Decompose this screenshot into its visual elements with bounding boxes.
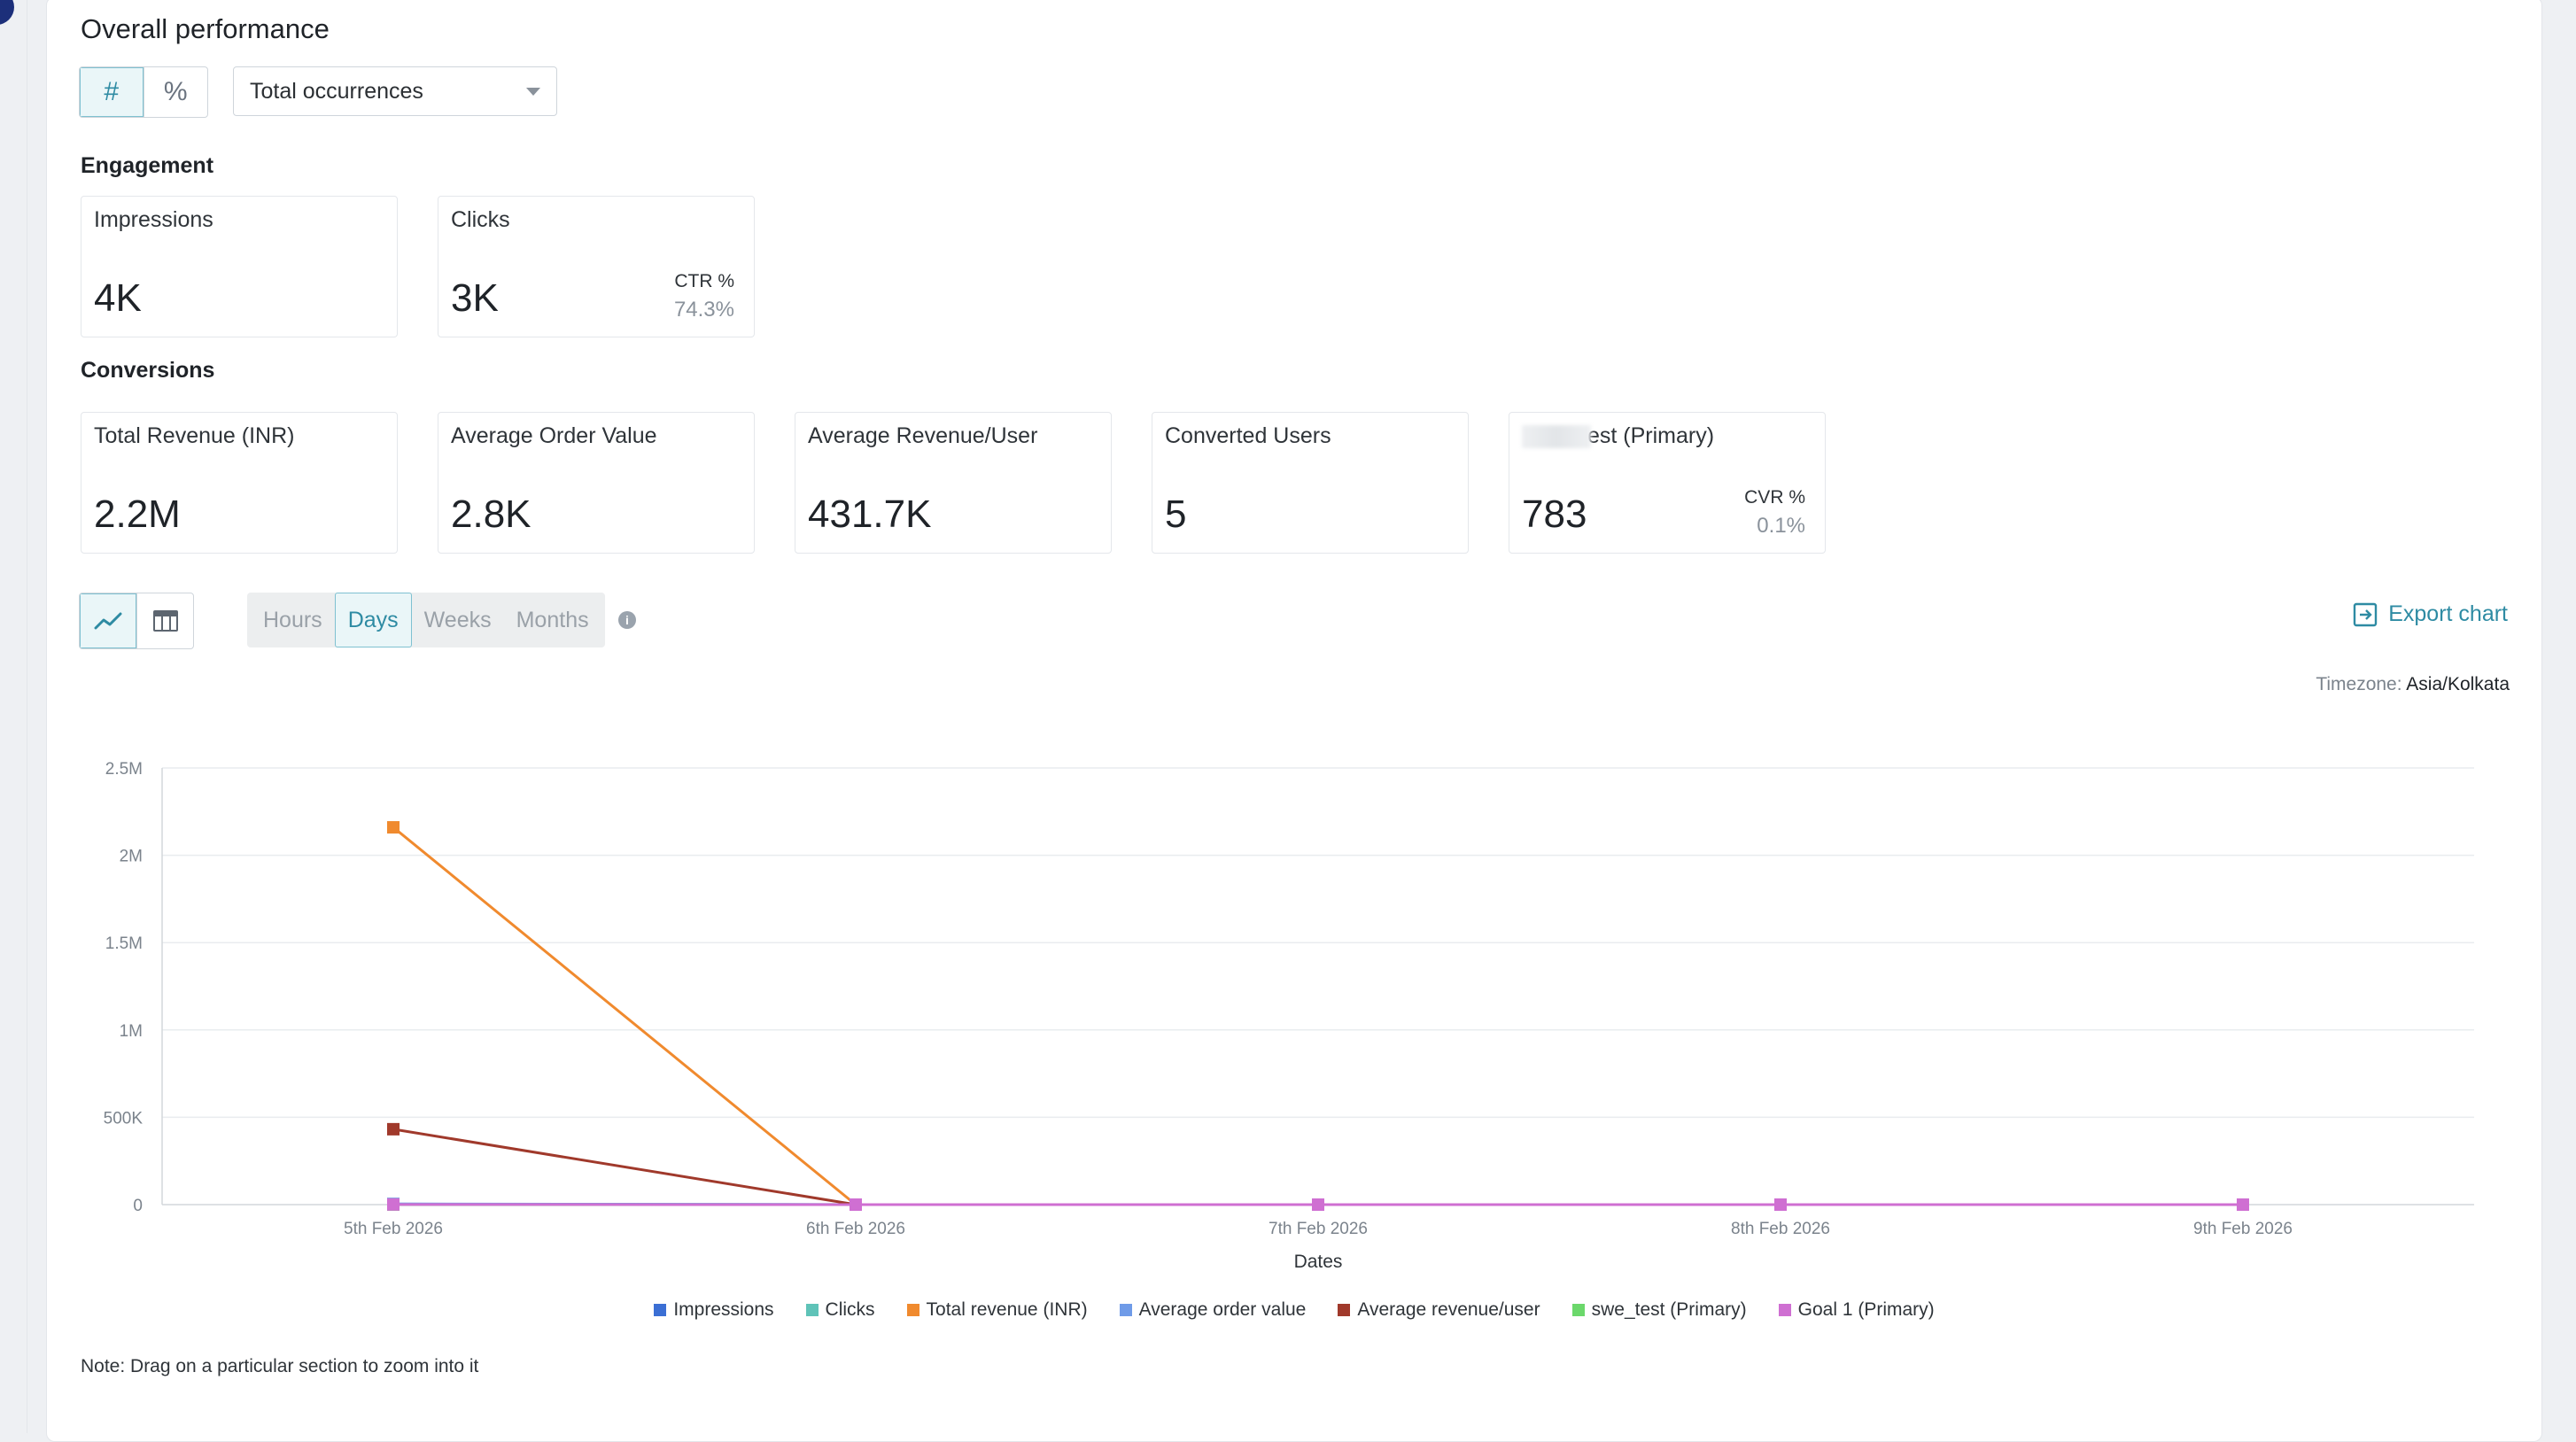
- legend-swatch: [654, 1304, 666, 1316]
- sidebar-handle[interactable]: [0, 0, 14, 25]
- legend-swatch: [1120, 1304, 1132, 1316]
- data-point: [2237, 1198, 2249, 1211]
- data-point: [1774, 1198, 1787, 1211]
- series-line: [393, 1129, 2243, 1205]
- left-rail: [0, 0, 27, 1433]
- legend-label: Average order value: [1139, 1299, 1307, 1321]
- x-tick-label: 8th Feb 2026: [1731, 1220, 1830, 1238]
- legend-item[interactable]: Impressions: [654, 1299, 773, 1321]
- legend-label: swe_test (Primary): [1592, 1299, 1747, 1321]
- x-tick-label: 7th Feb 2026: [1269, 1220, 1368, 1238]
- legend-item[interactable]: Average revenue/user: [1338, 1299, 1540, 1321]
- y-tick-label: 1M: [120, 1022, 143, 1041]
- legend-item[interactable]: Total revenue (INR): [907, 1299, 1088, 1321]
- legend-label: Clicks: [826, 1299, 875, 1321]
- y-tick-label: 1.5M: [105, 934, 143, 953]
- chart-legend: Impressions Clicks Total revenue (INR) Aver…: [47, 1299, 2541, 1321]
- x-tick-label: 6th Feb 2026: [806, 1220, 905, 1238]
- data-point: [1312, 1198, 1324, 1211]
- x-axis-title: Dates: [1294, 1252, 1343, 1272]
- series-line: [393, 827, 2243, 1205]
- y-tick-label: 2M: [120, 848, 143, 866]
- legend-swatch: [1779, 1304, 1791, 1316]
- legend-label: Total revenue (INR): [927, 1299, 1088, 1321]
- y-tick-label: 500K: [104, 1109, 144, 1128]
- data-point: [387, 1123, 400, 1136]
- legend-item[interactable]: Clicks: [806, 1299, 875, 1321]
- legend-swatch: [1338, 1304, 1350, 1316]
- x-tick-label: 9th Feb 2026: [2193, 1220, 2293, 1238]
- data-point: [850, 1198, 862, 1211]
- y-tick-label: 0: [133, 1197, 143, 1215]
- data-point: [387, 821, 400, 833]
- data-point: [387, 1198, 400, 1211]
- legend-swatch: [1572, 1304, 1585, 1316]
- legend-swatch: [907, 1304, 919, 1316]
- x-tick-label: 5th Feb 2026: [344, 1220, 443, 1238]
- legend-item[interactable]: Goal 1 (Primary): [1779, 1299, 1935, 1321]
- legend-label: Goal 1 (Primary): [1798, 1299, 1935, 1321]
- legend-swatch: [806, 1304, 819, 1316]
- zoom-note: Note: Drag on a particular section to zo…: [81, 1356, 478, 1377]
- legend-item[interactable]: Average order value: [1120, 1299, 1307, 1321]
- overall-performance-card: Overall performance # % Total occurrence…: [46, 0, 2542, 1442]
- performance-line-chart[interactable]: 0 500K 1M 1.5M 2M 2.5M 5th Feb 2026 6th Feb 202…: [47, 0, 2541, 1291]
- legend-item[interactable]: swe_test (Primary): [1572, 1299, 1747, 1321]
- legend-label: Impressions: [673, 1299, 773, 1321]
- y-tick-label: 2.5M: [105, 760, 143, 779]
- legend-label: Average revenue/user: [1357, 1299, 1540, 1321]
